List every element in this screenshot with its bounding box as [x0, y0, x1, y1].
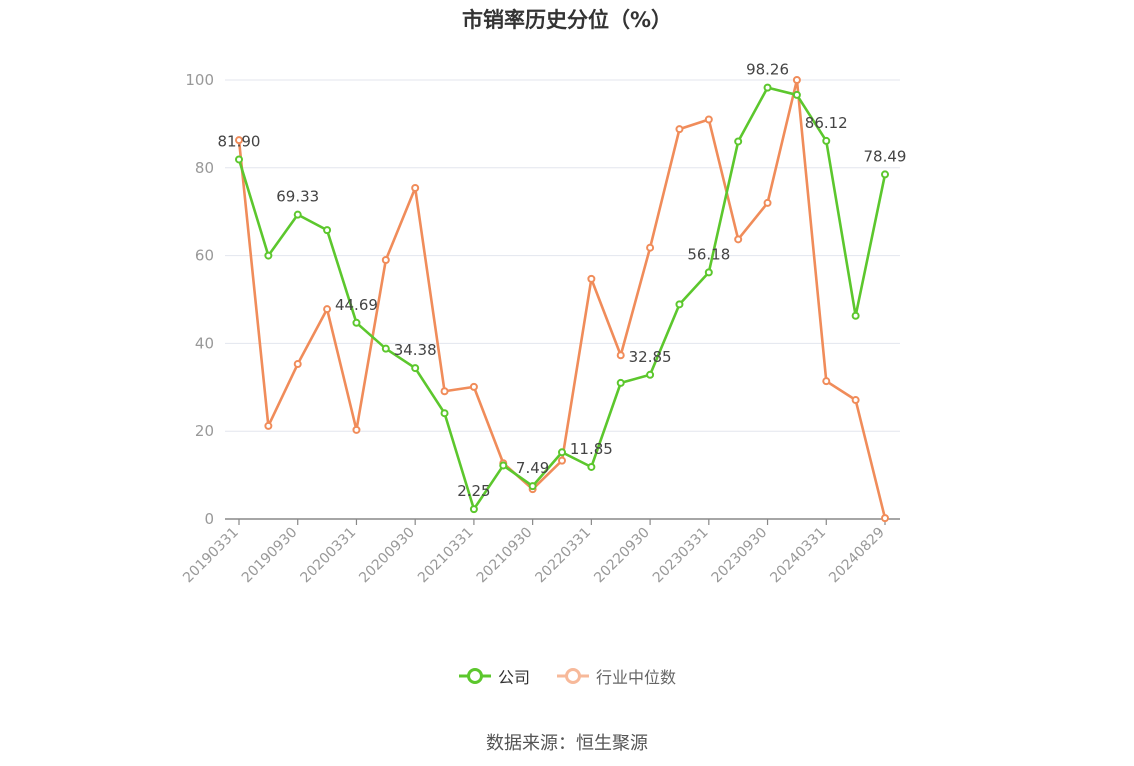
- data-label: 32.85: [629, 348, 672, 366]
- data-point-marker: [734, 235, 743, 244]
- data-point-marker: [558, 448, 566, 457]
- legend-swatch-marker: [466, 668, 483, 684]
- x-tick-label: 20200930: [356, 525, 418, 587]
- data-label: 2.25: [457, 482, 490, 500]
- data-point-marker: [763, 83, 772, 92]
- legend-swatch-industry-icon: [557, 668, 589, 684]
- data-source: 数据来源：恒生聚源: [486, 733, 648, 754]
- data-point-marker: [646, 370, 655, 379]
- data-point-marker: [469, 505, 478, 514]
- data-label: 34.38: [394, 341, 437, 359]
- x-tick-label: 20230331: [650, 525, 712, 587]
- y-tick-label: 100: [185, 71, 214, 89]
- axis-layer: 0 20 40 60 80 100 2019033120190930202003312020…: [180, 71, 900, 586]
- data-point-marker: [792, 90, 801, 99]
- data-point-marker: [293, 210, 302, 219]
- legend-item-industry-median[interactable]: 行业中位数: [556, 664, 676, 688]
- legend: 公司 行业中位数: [0, 664, 1134, 688]
- data-label: 78.49: [864, 147, 907, 165]
- data-point-marker: [851, 396, 860, 405]
- data-point-marker: [440, 387, 449, 396]
- data-point-marker: [323, 305, 332, 314]
- data-point-marker: [616, 351, 625, 360]
- data-point-marker: [646, 243, 655, 252]
- x-tick-label: 20190930: [239, 525, 301, 587]
- data-point-marker: [528, 482, 537, 491]
- data-point-marker: [587, 274, 596, 283]
- data-label: 69.33: [276, 188, 319, 206]
- data-point-marker: [704, 268, 713, 277]
- legend-item-company[interactable]: 公司: [458, 664, 530, 688]
- x-tick-label: 20210331: [415, 525, 477, 587]
- x-tick-label: 20220930: [591, 525, 653, 587]
- data-label: 11.85: [570, 440, 613, 458]
- data-label: 44.69: [335, 296, 378, 314]
- legend-label-company: 公司: [497, 668, 530, 687]
- data-point-marker: [469, 382, 478, 391]
- y-tick-label: 20: [195, 422, 214, 440]
- grid-layer: [225, 79, 900, 432]
- data-point-marker: [352, 318, 361, 327]
- data-point-marker: [851, 311, 860, 320]
- data-label: 81.90: [218, 132, 261, 150]
- data-label: 7.49: [516, 459, 549, 477]
- legend-swatch-company-icon: [458, 668, 491, 684]
- data-point-marker: [704, 115, 713, 124]
- data-label-layer: 81.90 69.33 44.69 34.38 2.25 7.49 11.85 32.85 56…: [218, 61, 907, 500]
- data-point-marker: [558, 456, 566, 465]
- data-point-marker: [763, 198, 772, 207]
- data-point-marker: [734, 137, 743, 146]
- data-point-marker: [822, 136, 831, 145]
- data-point-marker: [411, 364, 420, 373]
- data-point-marker: [264, 421, 273, 430]
- x-tick-label: 20240331: [767, 525, 829, 587]
- y-tick-label: 80: [195, 159, 214, 177]
- x-tick-label: 20210930: [474, 525, 536, 587]
- x-tick-label: 20230930: [709, 525, 771, 587]
- data-label: 98.26: [746, 61, 789, 79]
- x-tick-label: 20190331: [180, 525, 242, 587]
- data-point-marker: [881, 170, 889, 179]
- chart-title: 市销率历史分位（%）: [461, 8, 673, 32]
- legend-label-industry-median: 行业中位数: [596, 668, 677, 687]
- data-point-marker: [323, 226, 332, 235]
- data-point-marker: [587, 462, 596, 471]
- data-point-marker: [264, 251, 273, 260]
- data-point-marker: [675, 125, 684, 134]
- data-point-marker: [381, 344, 390, 353]
- data-point-marker: [235, 136, 243, 145]
- data-point-marker: [822, 377, 831, 386]
- chart-plot: 0 20 40 60 80 100 2019033120190930202003312020…: [180, 61, 907, 587]
- data-point-marker: [352, 425, 361, 434]
- legend-swatch-marker: [565, 668, 581, 684]
- data-label: 86.12: [805, 114, 848, 132]
- y-tick-label: 40: [195, 334, 214, 352]
- data-point-marker: [792, 76, 801, 84]
- data-point-marker: [411, 183, 420, 192]
- data-point-marker: [235, 155, 243, 164]
- y-tick-label: 0: [204, 510, 214, 528]
- data-point-marker: [616, 378, 625, 387]
- data-point-marker: [881, 514, 889, 523]
- x-tick-label: 20200331: [298, 525, 360, 587]
- data-label: 56.18: [687, 245, 730, 263]
- x-tick-label: 20240829: [826, 525, 888, 587]
- x-tick-label: 20220331: [532, 525, 594, 587]
- data-point-marker: [440, 409, 449, 418]
- data-point-marker: [675, 300, 684, 309]
- series-layer: [235, 76, 889, 523]
- y-tick-label: 60: [195, 247, 214, 265]
- data-point-marker: [293, 360, 302, 369]
- data-point-marker: [381, 255, 390, 264]
- data-point-marker: [499, 461, 508, 470]
